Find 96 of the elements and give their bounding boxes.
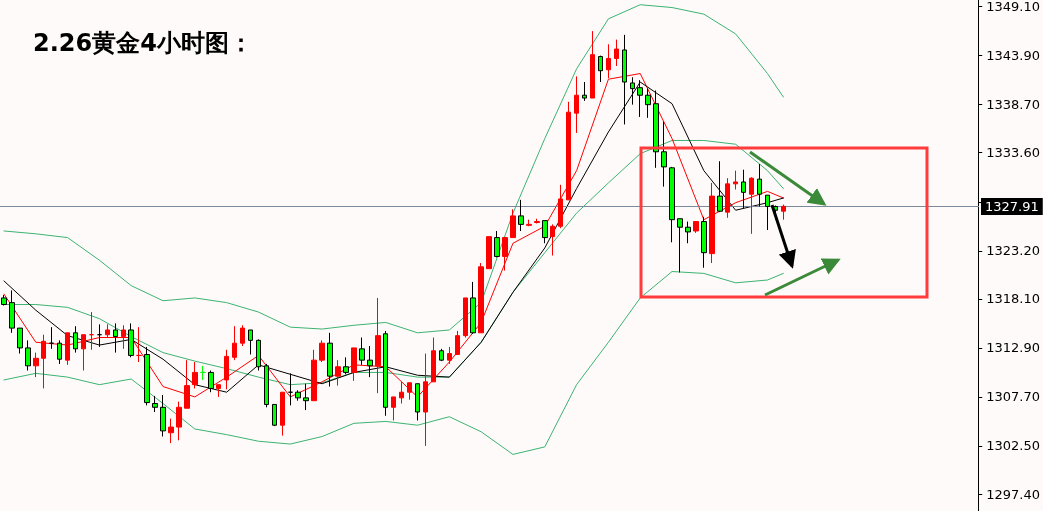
candlestick [534, 218, 540, 224]
y-tick-label: 1333.60 [986, 145, 1041, 161]
candlestick [359, 337, 365, 366]
candlestick [248, 329, 253, 355]
candlestick [65, 332, 70, 366]
candlestick [168, 418, 174, 444]
candlestick [49, 326, 54, 350]
candlestick [502, 237, 508, 272]
candlestick [645, 88, 651, 119]
candlestick [447, 346, 452, 365]
candlestick [1, 294, 7, 306]
candlestick [415, 383, 420, 421]
candlestick [653, 90, 659, 169]
candlestick [303, 383, 309, 411]
candlestick [391, 396, 396, 421]
candlestick [97, 323, 102, 348]
candlestick [725, 177, 730, 219]
candlestick [17, 327, 23, 355]
candlestick [677, 218, 683, 273]
candlestick [709, 182, 715, 264]
candlestick [25, 339, 31, 372]
candlestick [757, 163, 762, 207]
candlestick [343, 356, 349, 375]
candlestick [128, 322, 134, 358]
candlestick [486, 236, 492, 270]
candlestick [152, 395, 158, 413]
candlestick [542, 220, 548, 244]
y-tick-label: 1312.90 [986, 340, 1041, 356]
candlestick [224, 349, 229, 390]
candlestick [89, 311, 94, 351]
candlestick [494, 230, 500, 258]
y-tick-label: 1343.90 [986, 48, 1041, 64]
candlestick [669, 166, 675, 243]
candlestick [701, 216, 707, 269]
candlestick [57, 339, 62, 365]
candlestick [566, 101, 571, 201]
candlestick [741, 169, 746, 209]
candlestick [598, 55, 603, 83]
candlestick [232, 325, 237, 361]
candlestick [176, 401, 182, 441]
candlestick [439, 348, 444, 362]
candlestick [327, 332, 333, 388]
candlestick [81, 334, 86, 372]
text: 2.26黄金4小时图： [33, 29, 253, 57]
candlestick [717, 160, 723, 213]
candlestick [749, 176, 754, 235]
candlestick [510, 208, 516, 239]
candlestick [367, 345, 373, 378]
candlestick [685, 221, 691, 244]
candlestick [558, 184, 563, 229]
y-tick-label: 1307.70 [986, 389, 1041, 405]
candlestick [550, 223, 555, 256]
candlestick [33, 352, 39, 378]
candlestick [295, 389, 301, 402]
candlestick [41, 334, 46, 389]
candlestick [733, 170, 738, 190]
candlestick [272, 403, 277, 427]
candlestick [105, 323, 110, 339]
candlestick [160, 394, 166, 438]
candlestick [319, 339, 325, 363]
candlestick [240, 324, 245, 347]
candlestick [781, 204, 786, 221]
candlestick [661, 121, 667, 188]
y-tick-label: 1302.50 [986, 438, 1041, 454]
candlestick [256, 338, 261, 372]
candlestick [335, 359, 341, 387]
candlestick [463, 297, 468, 339]
y-tick-label: 1349.10 [986, 0, 1041, 15]
y-tick-label: 1338.70 [986, 97, 1041, 113]
ref-line-label: 1327.91 [985, 198, 1039, 214]
candlestick [582, 81, 587, 102]
line-series [3, 4, 784, 334]
candlestick [518, 199, 524, 232]
candlestick [614, 39, 619, 67]
y-tick-label: 1323.20 [986, 243, 1041, 259]
candlestick [455, 330, 460, 355]
candlestick [765, 194, 770, 231]
candlestick [121, 324, 126, 350]
candlestick [351, 347, 357, 382]
candlestick [590, 30, 595, 99]
candlestick [375, 297, 381, 394]
candlestick [526, 219, 532, 227]
candlestick [431, 337, 436, 383]
candlestick [470, 281, 476, 335]
candlestick [693, 221, 699, 234]
candlestick [192, 361, 198, 389]
candlestick [73, 325, 78, 354]
y-tick-label: 1297.40 [986, 486, 1041, 502]
candlestick [478, 262, 484, 334]
line-series [3, 271, 784, 455]
y-tick-label: 1318.10 [986, 291, 1041, 307]
candlestick [574, 75, 579, 134]
candlestick [136, 326, 142, 363]
candlestick [200, 365, 206, 381]
candlestick [113, 322, 118, 354]
candlestick [9, 289, 15, 334]
